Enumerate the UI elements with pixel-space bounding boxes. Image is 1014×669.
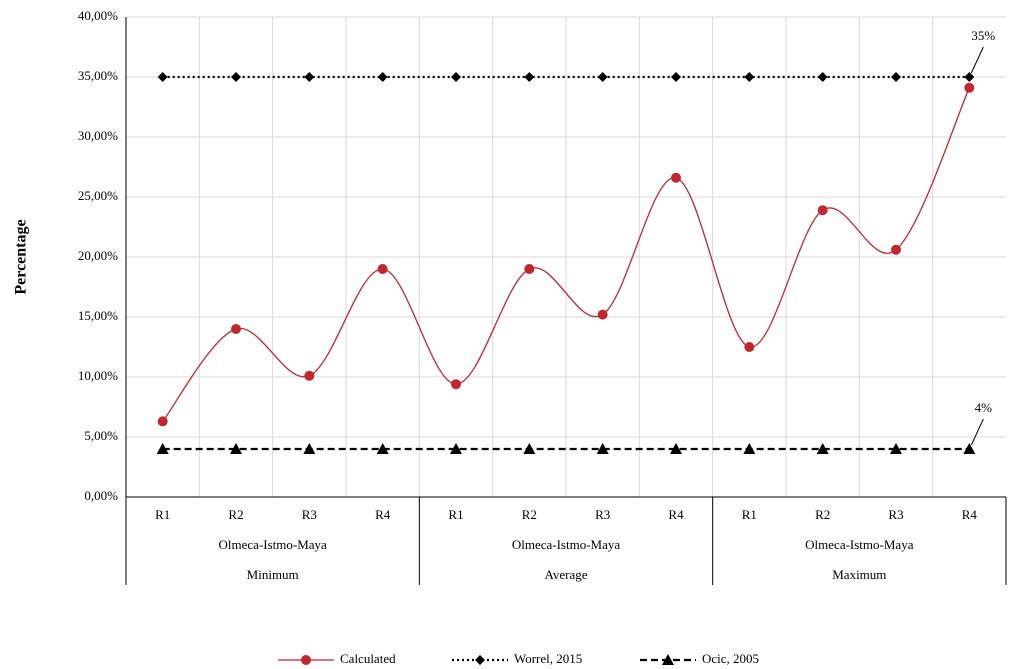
point (597, 309, 608, 320)
legend-marker (475, 655, 485, 665)
point (963, 443, 976, 454)
group-label: Olmeca-Istmo-Maya (512, 537, 621, 552)
x-tick-label: R3 (595, 507, 610, 522)
point (817, 205, 828, 216)
y-tick-label: 40,00% (78, 8, 118, 23)
point (964, 82, 975, 93)
y-tick-label: 20,00% (78, 248, 118, 263)
point (451, 72, 461, 82)
point (157, 72, 168, 82)
group-level-label: Maximum (832, 567, 886, 582)
annotation-leader (970, 46, 984, 74)
legend-marker (662, 654, 674, 665)
group-label: Olmeca-Istmo-Maya (805, 537, 914, 552)
y-tick-label: 0,00% (84, 488, 118, 503)
annotation: 35% (971, 28, 995, 43)
point (671, 172, 681, 183)
y-tick-label: 15,00% (78, 308, 118, 323)
point (157, 416, 168, 427)
point (670, 443, 682, 454)
x-tick-label: R1 (448, 507, 463, 522)
annotation-leader (970, 418, 984, 446)
point (377, 72, 388, 82)
point (231, 324, 241, 334)
point (743, 443, 756, 454)
x-tick-label: R3 (888, 507, 903, 522)
group-label: Olmeca-Istmo-Maya (219, 537, 328, 552)
point (816, 443, 829, 454)
annotation: 4% (975, 400, 993, 415)
point (891, 244, 901, 255)
point (671, 72, 681, 82)
point (303, 443, 316, 454)
point (744, 72, 755, 82)
legend-label: Ocic, 2005 (702, 651, 759, 666)
y-tick-label: 5,00% (84, 428, 118, 443)
legend-marker (301, 655, 311, 665)
x-tick-label: R2 (815, 507, 830, 522)
x-tick-label: R3 (302, 507, 317, 522)
point (890, 443, 902, 454)
point (597, 72, 608, 82)
point (304, 370, 315, 381)
point (524, 264, 535, 274)
point (964, 72, 975, 82)
x-tick-label: R4 (375, 507, 391, 522)
y-axis-label: Percentage (13, 219, 30, 294)
point (376, 443, 389, 454)
point (230, 443, 242, 454)
y-tick-label: 10,00% (78, 368, 118, 383)
legend-label: Worrel, 2015 (514, 651, 582, 666)
x-tick-label: R1 (742, 507, 757, 522)
y-tick-label: 25,00% (78, 188, 118, 203)
point (304, 72, 315, 82)
y-tick-label: 35,00% (78, 68, 118, 83)
point (523, 443, 536, 454)
legend-label: Calculated (340, 651, 396, 666)
point (817, 72, 828, 82)
x-tick-label: R4 (962, 507, 978, 522)
point (377, 264, 388, 274)
group-level-label: Average (544, 567, 587, 582)
y-tick-label: 30,00% (78, 128, 118, 143)
point (596, 443, 609, 454)
point (524, 72, 535, 82)
point (231, 72, 241, 82)
group-level-label: Minimum (247, 567, 299, 582)
point (450, 443, 462, 454)
x-tick-label: R2 (228, 507, 243, 522)
x-tick-label: R2 (522, 507, 537, 522)
point (744, 342, 755, 352)
point (451, 379, 461, 390)
point (891, 72, 901, 82)
point (156, 443, 169, 454)
x-tick-label: R1 (155, 507, 170, 522)
x-tick-label: R4 (668, 507, 684, 522)
